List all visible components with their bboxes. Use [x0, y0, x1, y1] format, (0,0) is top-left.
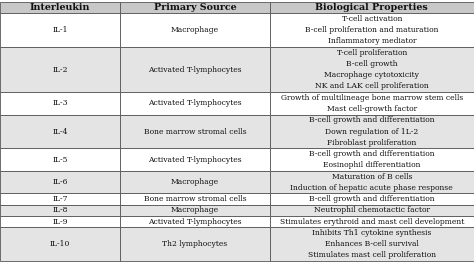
Text: IL-2: IL-2: [52, 65, 68, 74]
Text: B-cell growth: B-cell growth: [346, 60, 398, 68]
Bar: [270, 13, 474, 47]
Text: T-cell activation: T-cell activation: [342, 15, 402, 23]
Text: NK and LAK cell proliferation: NK and LAK cell proliferation: [315, 83, 428, 90]
Text: Stimulates erythroid and mast cell development: Stimulates erythroid and mast cell devel…: [280, 218, 464, 226]
Bar: [120, 148, 270, 171]
Bar: [270, 92, 474, 115]
Text: Primary Source: Primary Source: [154, 3, 236, 12]
Text: Enhances B-cell survival: Enhances B-cell survival: [325, 240, 419, 248]
Bar: [0, 216, 120, 227]
Text: Macrophage cytotoxicity: Macrophage cytotoxicity: [324, 71, 419, 79]
Bar: [0, 47, 120, 92]
Bar: [120, 193, 270, 205]
Bar: [0, 171, 120, 193]
Text: Activated T-lymphocytes: Activated T-lymphocytes: [148, 218, 242, 226]
Text: IL-4: IL-4: [52, 128, 68, 135]
Bar: [0, 227, 120, 261]
Text: IL-9: IL-9: [52, 218, 68, 226]
Bar: [270, 227, 474, 261]
Text: Inflammatory mediator: Inflammatory mediator: [328, 37, 416, 45]
Bar: [0, 148, 120, 171]
Bar: [0, 92, 120, 115]
Text: B-cell growth and differentiation: B-cell growth and differentiation: [309, 150, 435, 158]
Bar: [270, 193, 474, 205]
Text: IL-6: IL-6: [52, 178, 68, 186]
Bar: [120, 2, 270, 13]
Text: Fibroblast proliferation: Fibroblast proliferation: [327, 139, 417, 147]
Text: Stimulates mast cell proliferation: Stimulates mast cell proliferation: [308, 251, 436, 259]
Text: Mast cell-growth factor: Mast cell-growth factor: [327, 105, 417, 113]
Text: IL-5: IL-5: [52, 156, 68, 164]
Bar: [0, 115, 120, 148]
Text: Biological Properties: Biological Properties: [316, 3, 428, 12]
Text: Maturation of B cells: Maturation of B cells: [332, 173, 412, 180]
Bar: [120, 205, 270, 216]
Text: Neutrophil chemotactic factor: Neutrophil chemotactic factor: [314, 206, 430, 214]
Text: Bone marrow stromal cells: Bone marrow stromal cells: [144, 195, 246, 203]
Text: Th2 lymphocytes: Th2 lymphocytes: [162, 240, 228, 248]
Bar: [120, 92, 270, 115]
Bar: [0, 13, 120, 47]
Text: Induction of hepatic acute phase response: Induction of hepatic acute phase respons…: [291, 184, 453, 192]
Bar: [0, 205, 120, 216]
Text: Macrophage: Macrophage: [171, 178, 219, 186]
Text: Inhibits Th1 cytokine synthesis: Inhibits Th1 cytokine synthesis: [312, 229, 431, 237]
Text: IL-3: IL-3: [52, 99, 68, 107]
Bar: [270, 2, 474, 13]
Text: B-cell growth and differentiation: B-cell growth and differentiation: [309, 195, 435, 203]
Text: Activated T-lymphocytes: Activated T-lymphocytes: [148, 65, 242, 74]
Text: IL-7: IL-7: [52, 195, 68, 203]
Bar: [270, 148, 474, 171]
Text: IL-8: IL-8: [52, 206, 68, 214]
Text: Bone marrow stromal cells: Bone marrow stromal cells: [144, 128, 246, 135]
Bar: [120, 47, 270, 92]
Text: Macrophage: Macrophage: [171, 26, 219, 34]
Text: IL-10: IL-10: [50, 240, 70, 248]
Text: Activated T-lymphocytes: Activated T-lymphocytes: [148, 99, 242, 107]
Bar: [120, 13, 270, 47]
Bar: [120, 227, 270, 261]
Bar: [270, 47, 474, 92]
Bar: [120, 171, 270, 193]
Text: Eosinophil differentiation: Eosinophil differentiation: [323, 161, 420, 169]
Text: B-cell proliferation and maturation: B-cell proliferation and maturation: [305, 26, 438, 34]
Text: Down regulation of 1L-2: Down regulation of 1L-2: [325, 128, 419, 135]
Bar: [270, 216, 474, 227]
Text: Growth of multilineage bone marrow stem cells: Growth of multilineage bone marrow stem …: [281, 94, 463, 102]
Bar: [270, 171, 474, 193]
Bar: [270, 115, 474, 148]
Bar: [270, 205, 474, 216]
Text: Activated T-lymphocytes: Activated T-lymphocytes: [148, 156, 242, 164]
Bar: [0, 2, 120, 13]
Bar: [120, 115, 270, 148]
Text: Macrophage: Macrophage: [171, 206, 219, 214]
Text: B-cell growth and differentiation: B-cell growth and differentiation: [309, 116, 435, 124]
Bar: [120, 216, 270, 227]
Bar: [0, 193, 120, 205]
Text: IL-1: IL-1: [52, 26, 68, 34]
Text: Interleukin: Interleukin: [30, 3, 90, 12]
Text: T-cell proliferation: T-cell proliferation: [337, 49, 407, 57]
